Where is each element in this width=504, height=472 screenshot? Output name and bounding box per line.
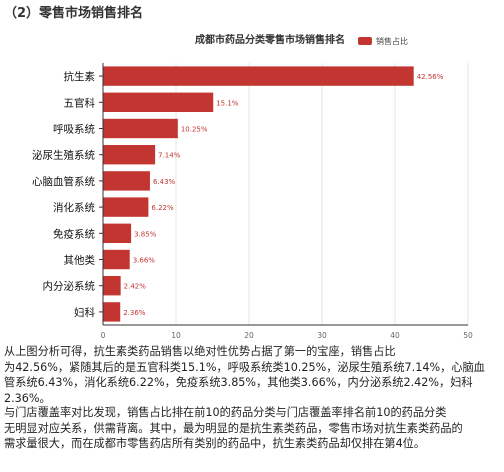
legend-label: 销售占比 [376,36,408,46]
section-title: （2）零售市场销售排名 [4,6,144,21]
category-label: 泌尿生殖系统 [32,149,95,162]
value-label: 3.85% [134,230,157,238]
value-label: 3.66% [133,257,156,265]
category-label: 妇科 [74,306,95,319]
x-tick-label: 0 [101,331,106,340]
value-label: 6.43% [153,178,176,186]
chart-title: 成都市药品分类零售市场销售排名 [195,33,345,46]
category-label: 呼吸系统 [53,123,95,136]
analysis-paragraph-1: 从上图分析可得，抗生素类药品销售以绝对性优势占据了第一的宝座，销售占比 为42.… [4,345,485,405]
category-label: 消化系统 [53,201,95,214]
value-label: 10.25% [181,126,208,134]
bar [103,145,156,165]
bar [103,223,132,243]
bar [103,197,149,217]
legend-swatch [358,37,372,45]
bars [103,66,414,322]
bar [103,171,150,191]
category-label: 五官科 [64,96,96,109]
value-label: 15.1% [216,99,239,107]
bar [103,92,214,112]
x-tick-label: 10 [171,331,181,340]
legend: 销售占比 [358,36,408,46]
x-tick-label: 20 [244,331,254,340]
axes [99,63,468,326]
bar [103,66,414,86]
bar-chart: 成都市药品分类零售市场销售排名 销售占比 抗生素五官科呼吸系统泌尿生殖系统心脑血… [32,33,473,340]
category-label: 免疫系统 [53,227,95,240]
bar [103,118,178,139]
bar [103,276,121,296]
grid-lines [175,63,469,325]
bar [103,249,130,270]
value-label: 6.22% [151,204,174,212]
value-labels: 42.56% 15.1% 10.25% 7.14% 6.43% 6.22% 3.85% 3.6… [123,73,443,317]
category-label: 心脑血管系统 [32,175,95,188]
x-tick-labels: 0 10 20 30 40 50 [101,331,473,340]
x-tick-label: 30 [317,331,327,340]
value-label: 42.56% [417,73,444,81]
analysis-paragraph-2: 与门店覆盖率对比发现，销售占比排在前10的药品分类与门店覆盖率排名前10的药品分… [4,406,463,450]
value-label: 2.36% [123,309,146,317]
value-label: 2.42% [124,283,147,291]
category-label: 内分泌系统 [43,280,96,293]
category-label: 其他类 [64,254,96,267]
value-label: 7.14% [158,152,181,160]
category-label: 抗生素 [64,70,96,83]
x-tick-label: 50 [463,331,473,340]
x-tick-label: 40 [390,331,400,340]
bar [103,302,121,322]
